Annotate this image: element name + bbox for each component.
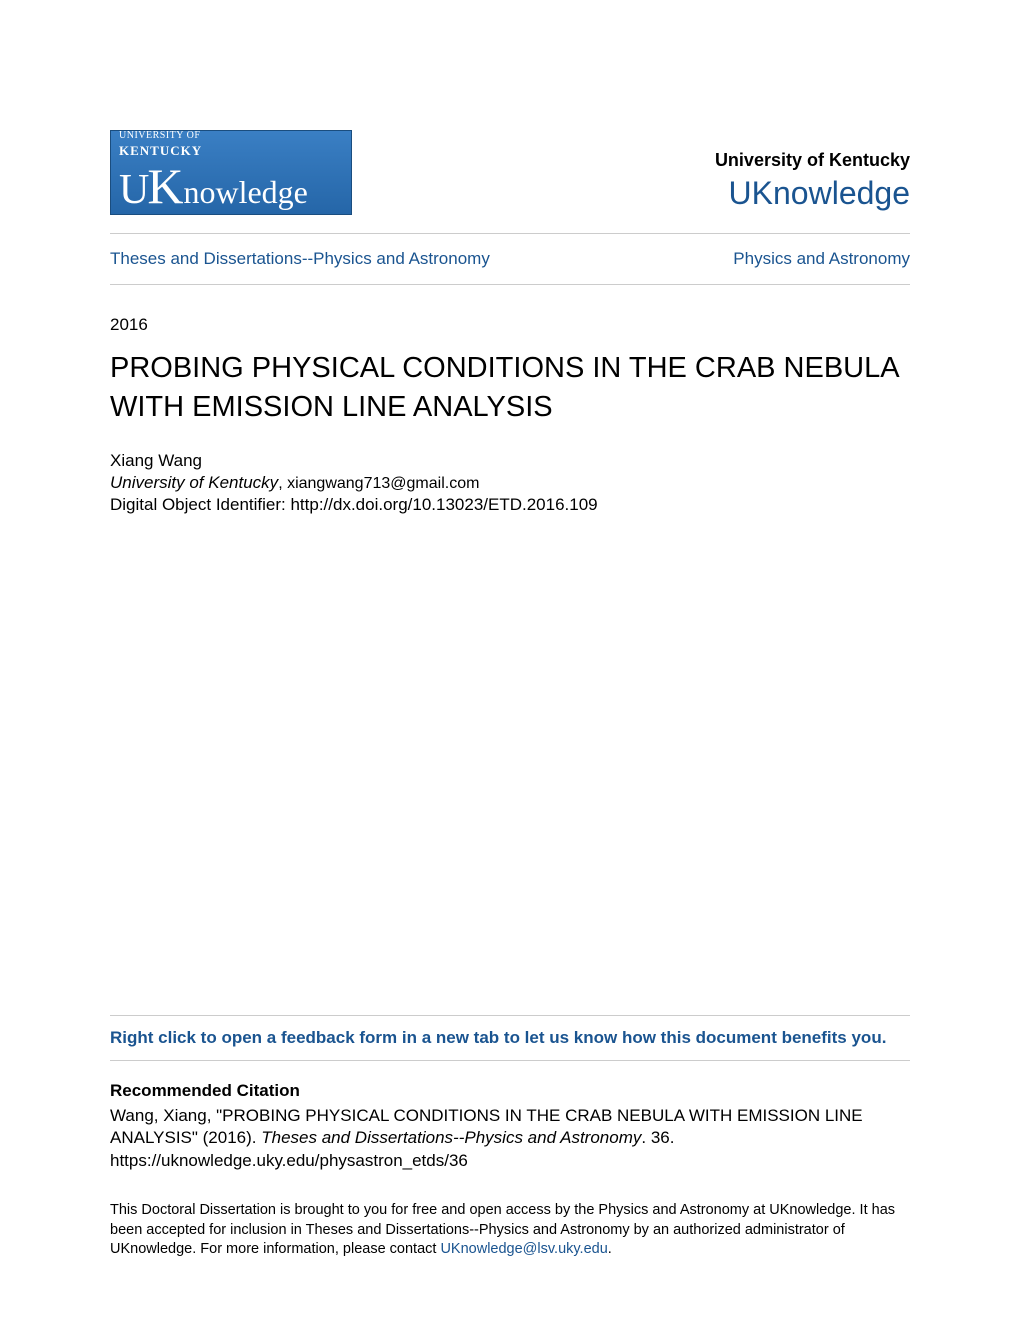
author-affiliation-line: University of Kentucky, xiangwang713@gma… [110,473,910,493]
contact-email-link[interactable]: UKnowledge@lsv.uky.edu [440,1241,607,1257]
logo-k-letter: K [147,157,183,215]
divider-nav [110,284,910,285]
breadcrumb-row: Theses and Dissertations--Physics and As… [110,242,910,276]
divider-feedback-top [110,1015,910,1016]
header-row: UNIVERSITY OF KENTUCKY UKnowledge Univer… [110,130,910,215]
citation-suffix: . 36. [641,1128,674,1147]
page-container: UNIVERSITY OF KENTUCKY UKnowledge Univer… [0,0,1020,1320]
doi-line: Digital Object Identifier: http://dx.doi… [110,495,910,515]
vertical-spacer [110,515,910,1006]
logo-u-letter: U [119,166,149,214]
author-email: , xiangwang713@gmail.com [278,475,479,492]
doi-value: http://dx.doi.org/10.13023/ETD.2016.109 [290,495,597,514]
feedback-section: Right click to open a feedback form in a… [110,1007,910,1261]
citation-heading: Recommended Citation [110,1081,910,1101]
feedback-link[interactable]: Right click to open a feedback form in a… [110,1024,910,1052]
footer-text: This Doctoral Dissertation is brought to… [110,1201,910,1260]
uknowledge-logo[interactable]: UNIVERSITY OF KENTUCKY UKnowledge [110,130,352,215]
divider-feedback-bottom [110,1060,910,1061]
footer-after: . [608,1241,612,1257]
author-affiliation: University of Kentucky [110,473,278,492]
department-link[interactable]: Physics and Astronomy [733,249,910,269]
author-name: Xiang Wang [110,451,910,471]
collection-link[interactable]: Theses and Dissertations--Physics and As… [110,248,490,270]
doi-label: Digital Object Identifier: [110,495,290,514]
logo-top-text: UNIVERSITY OF [119,130,351,141]
document-title: PROBING PHYSICAL CONDITIONS IN THE CRAB … [110,349,910,427]
divider-top [110,233,910,234]
citation-text: Wang, Xiang, "PROBING PHYSICAL CONDITION… [110,1105,910,1151]
citation-series: Theses and Dissertations--Physics and As… [261,1128,641,1147]
publication-year: 2016 [110,315,910,335]
logo-main-text: UKnowledge [119,157,351,215]
citation-url: https://uknowledge.uky.edu/physastron_et… [110,1150,910,1173]
header-right: University of Kentucky UKnowledge [715,130,910,212]
university-name: University of Kentucky [715,150,910,171]
logo-rest-text: nowledge [183,174,307,211]
repository-link[interactable]: UKnowledge [715,175,910,212]
citation-block: Recommended Citation Wang, Xiang, "PROBI… [110,1081,910,1174]
